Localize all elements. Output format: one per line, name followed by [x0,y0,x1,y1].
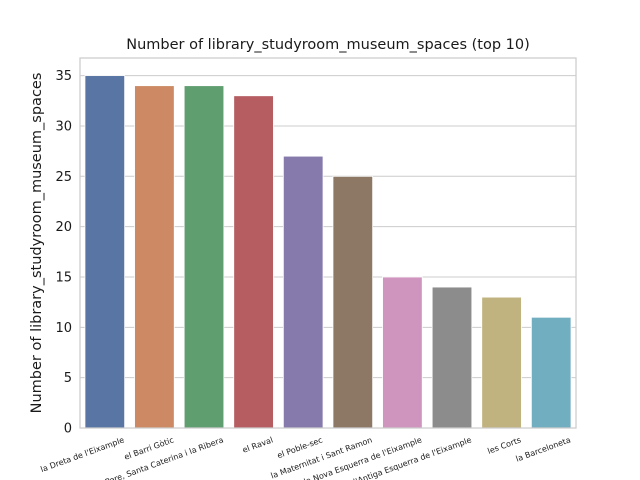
y-tick-label: 0 [64,422,72,437]
x-tick-label: la Dreta de l'Eixample [39,435,125,474]
y-tick-label: 20 [55,220,72,235]
bar-9 [481,296,522,429]
y-tick-label: 10 [55,321,72,336]
y-axis-label: Number of library_studyroom_museum_space… [29,73,45,414]
y-tick-label: 25 [55,170,72,185]
x-tick-label: les Corts [486,435,522,455]
chart-title: Number of library_studyroom_museum_space… [126,37,530,53]
x-tick-label: la Barceloneta [515,435,572,463]
x-tick-label: el Raval [241,435,274,454]
bar-3 [183,85,225,429]
plot-frame [79,57,577,429]
bar-2 [134,85,175,429]
bar-10 [530,316,572,429]
bar-6 [332,175,374,429]
bar-7 [382,276,423,429]
bars [84,75,572,429]
y-tick-label: 35 [55,69,72,84]
y-tick-label: 15 [55,270,72,285]
bar-5 [282,155,324,429]
y-tick-label: 5 [64,371,72,386]
bar-1 [84,75,126,429]
bar-8 [431,286,473,429]
bar-4 [233,95,274,429]
y-axis-ticks: 0 5 10 15 20 25 30 35 [55,69,72,436]
y-tick-label: 30 [55,119,72,134]
